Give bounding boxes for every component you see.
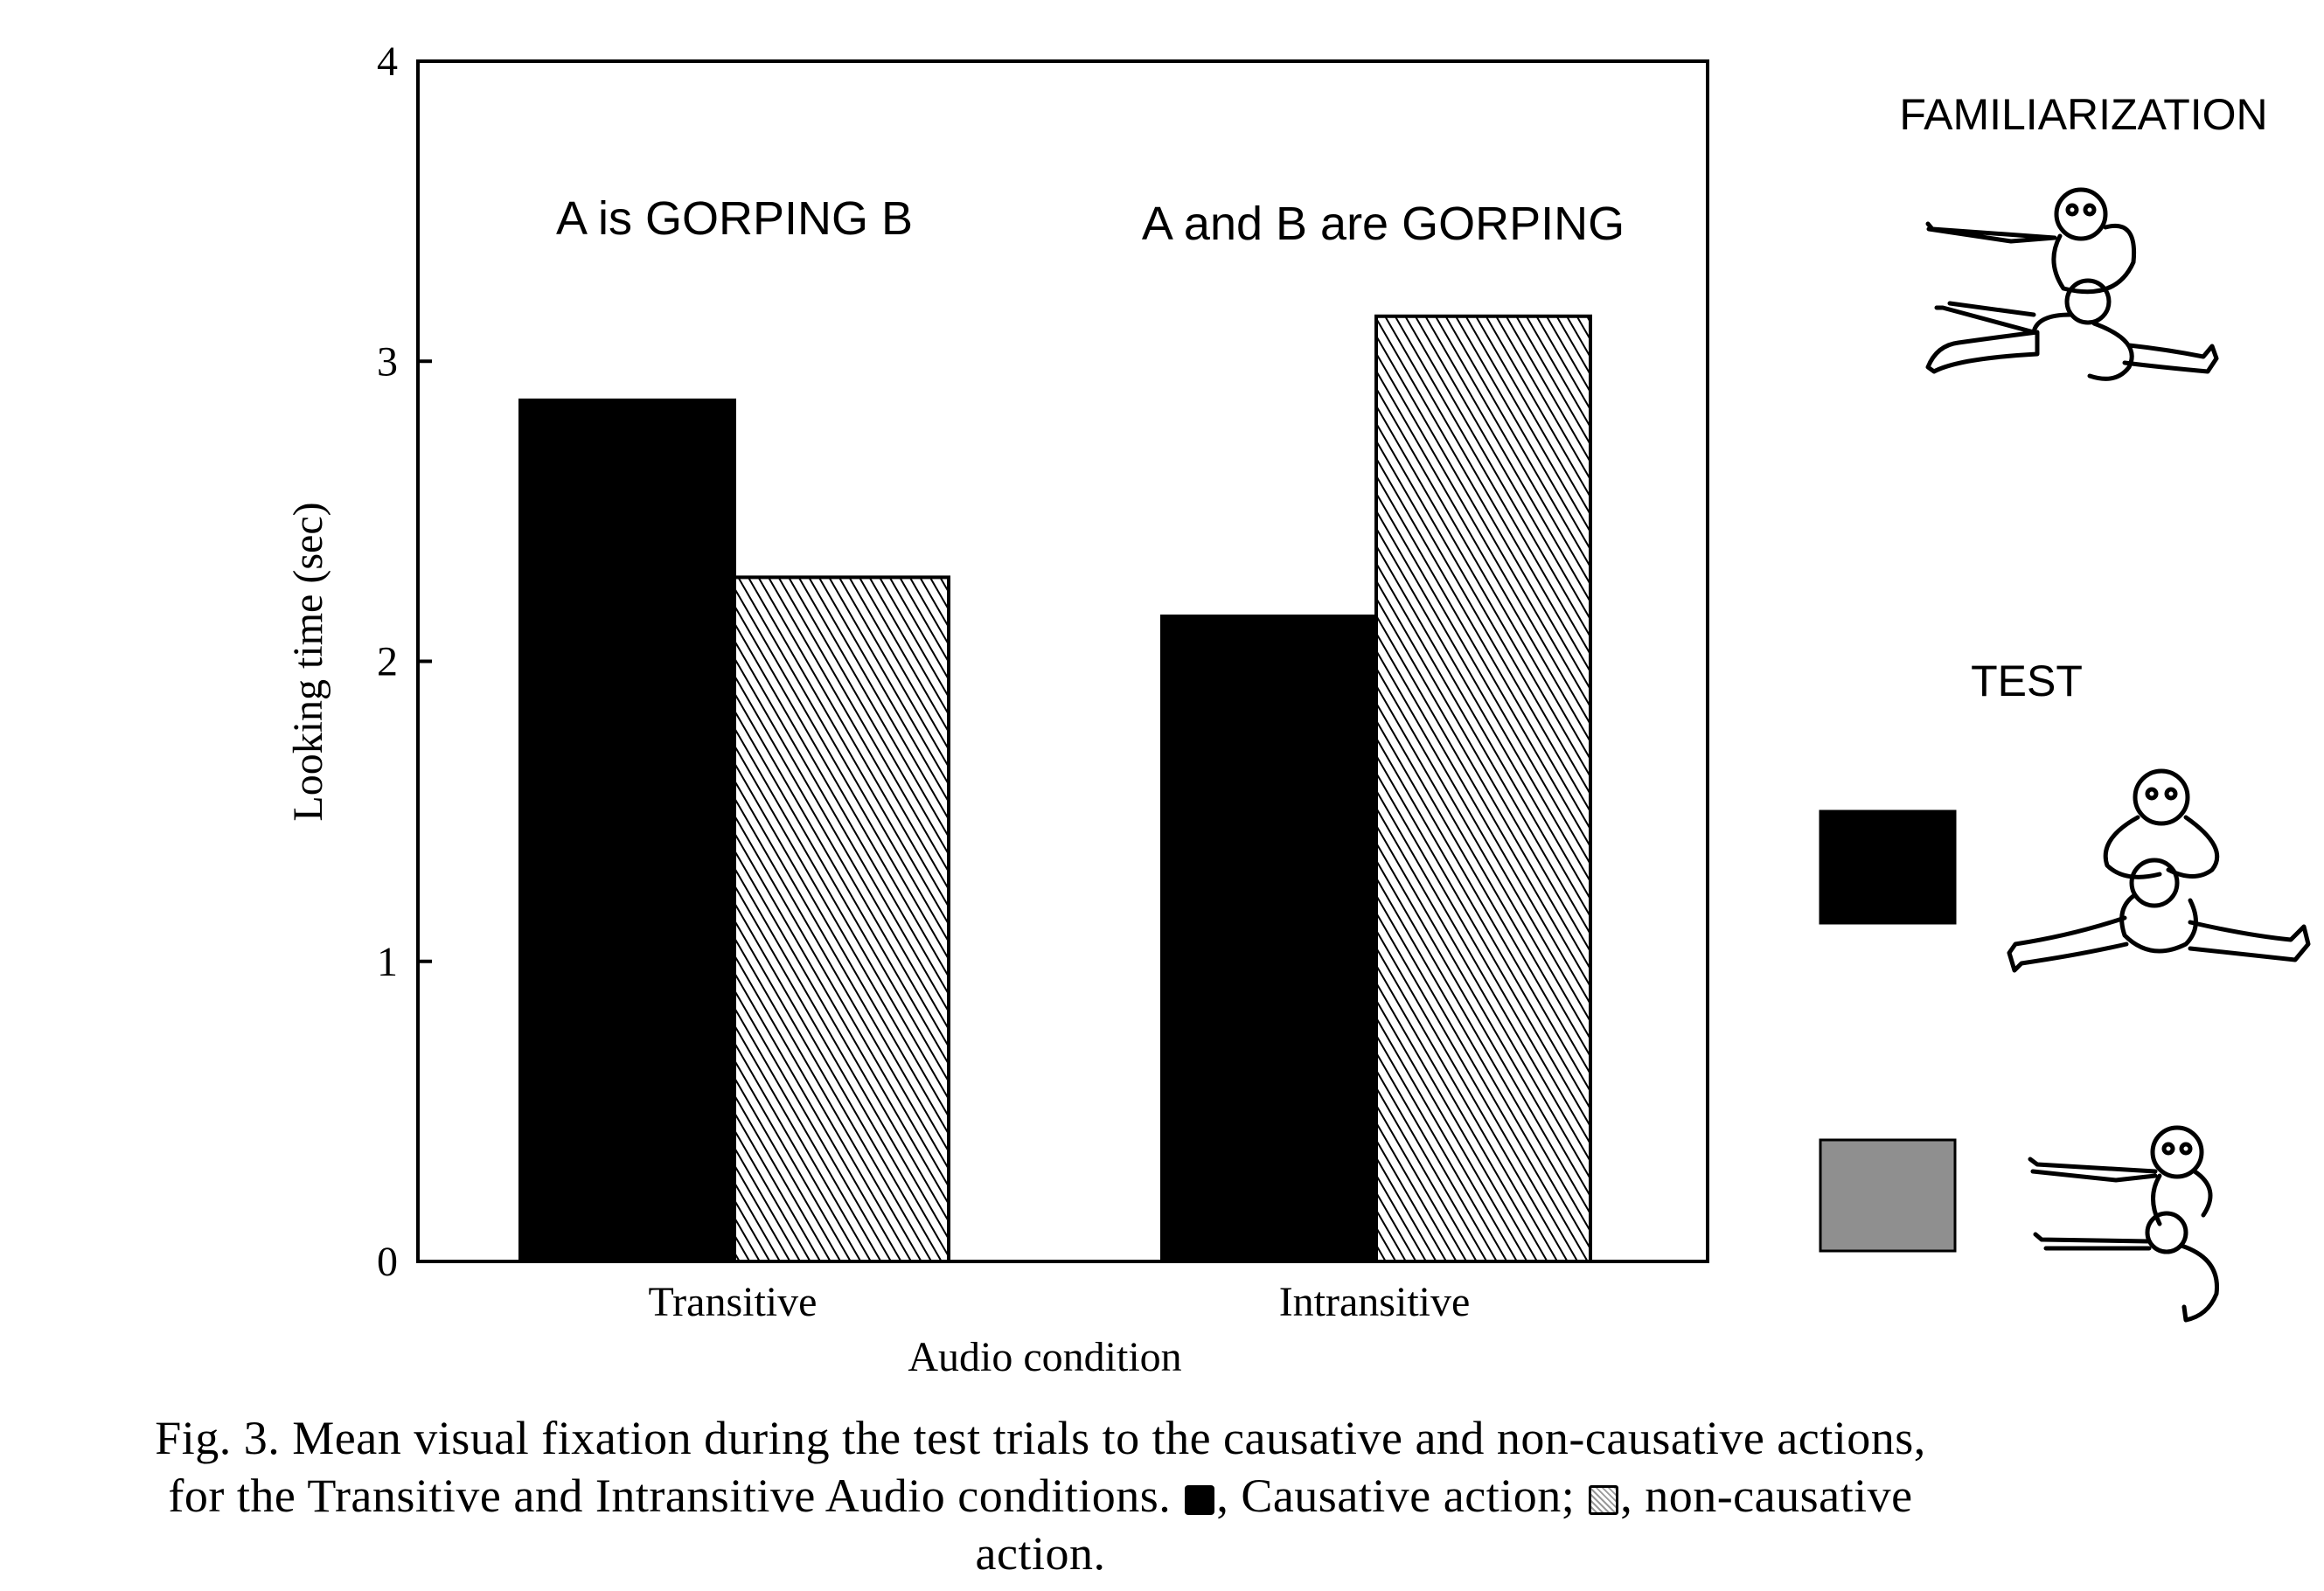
non-causative-figures-icon: [2028, 1125, 2219, 1323]
y-tick-label: 4: [377, 38, 398, 85]
y-tick-label: 2: [377, 639, 398, 685]
x-axis: Transitive Intransitive: [649, 1279, 1471, 1325]
category-annotation-1: A is GORPING B: [556, 192, 913, 245]
caption-non-causative-swatch: [1589, 1485, 1619, 1515]
x-tick-label-intransitive: Intransitive: [1279, 1279, 1471, 1325]
y-tick-label: 3: [377, 338, 398, 385]
y-tick-label: 1: [377, 939, 398, 985]
caption-line-3: action.: [975, 1527, 1106, 1580]
caption-non-causative-text: , non-causative: [1620, 1469, 1913, 1522]
bar-causative-transitive: [518, 398, 736, 1263]
x-axis-title: Audio condition: [908, 1334, 1181, 1380]
causative-figures-icon: [2007, 768, 2311, 973]
y-axis: 0 1 2 3 4: [377, 38, 432, 1285]
test-label: TEST: [1971, 657, 2083, 705]
familiarization-label: FAMILIARIZATION: [1899, 90, 2267, 139]
causative-swatch: [1819, 809, 1957, 925]
category-annotation-2: A and B are GORPING: [1142, 198, 1625, 250]
caption-causative-text: , Causative action;: [1216, 1469, 1576, 1522]
familiarization-figures-icon: [1925, 187, 2219, 381]
caption-causative-swatch: [1185, 1485, 1215, 1515]
caption-line-1: Fig. 3. Mean visual fixation during the …: [155, 1412, 1926, 1464]
bar-non-causative-transitive: [733, 575, 950, 1263]
caption-line-2: for the Transitive and Intransitive Audi…: [168, 1469, 1172, 1522]
x-tick-label-transitive: Transitive: [649, 1279, 818, 1325]
bar-causative-intransitive: [1160, 615, 1378, 1263]
bar-non-causative-intransitive: [1374, 314, 1592, 1264]
bars: [518, 314, 1592, 1264]
y-axis-title: Looking time (sec): [285, 502, 331, 821]
non-causative-swatch: [1819, 1138, 1957, 1253]
y-tick-label: 0: [377, 1239, 398, 1285]
category-annotations: A is GORPING B A and B are GORPING: [556, 192, 1625, 250]
figure-caption: Fig. 3. Mean visual fixation during the …: [17, 1409, 2063, 1582]
